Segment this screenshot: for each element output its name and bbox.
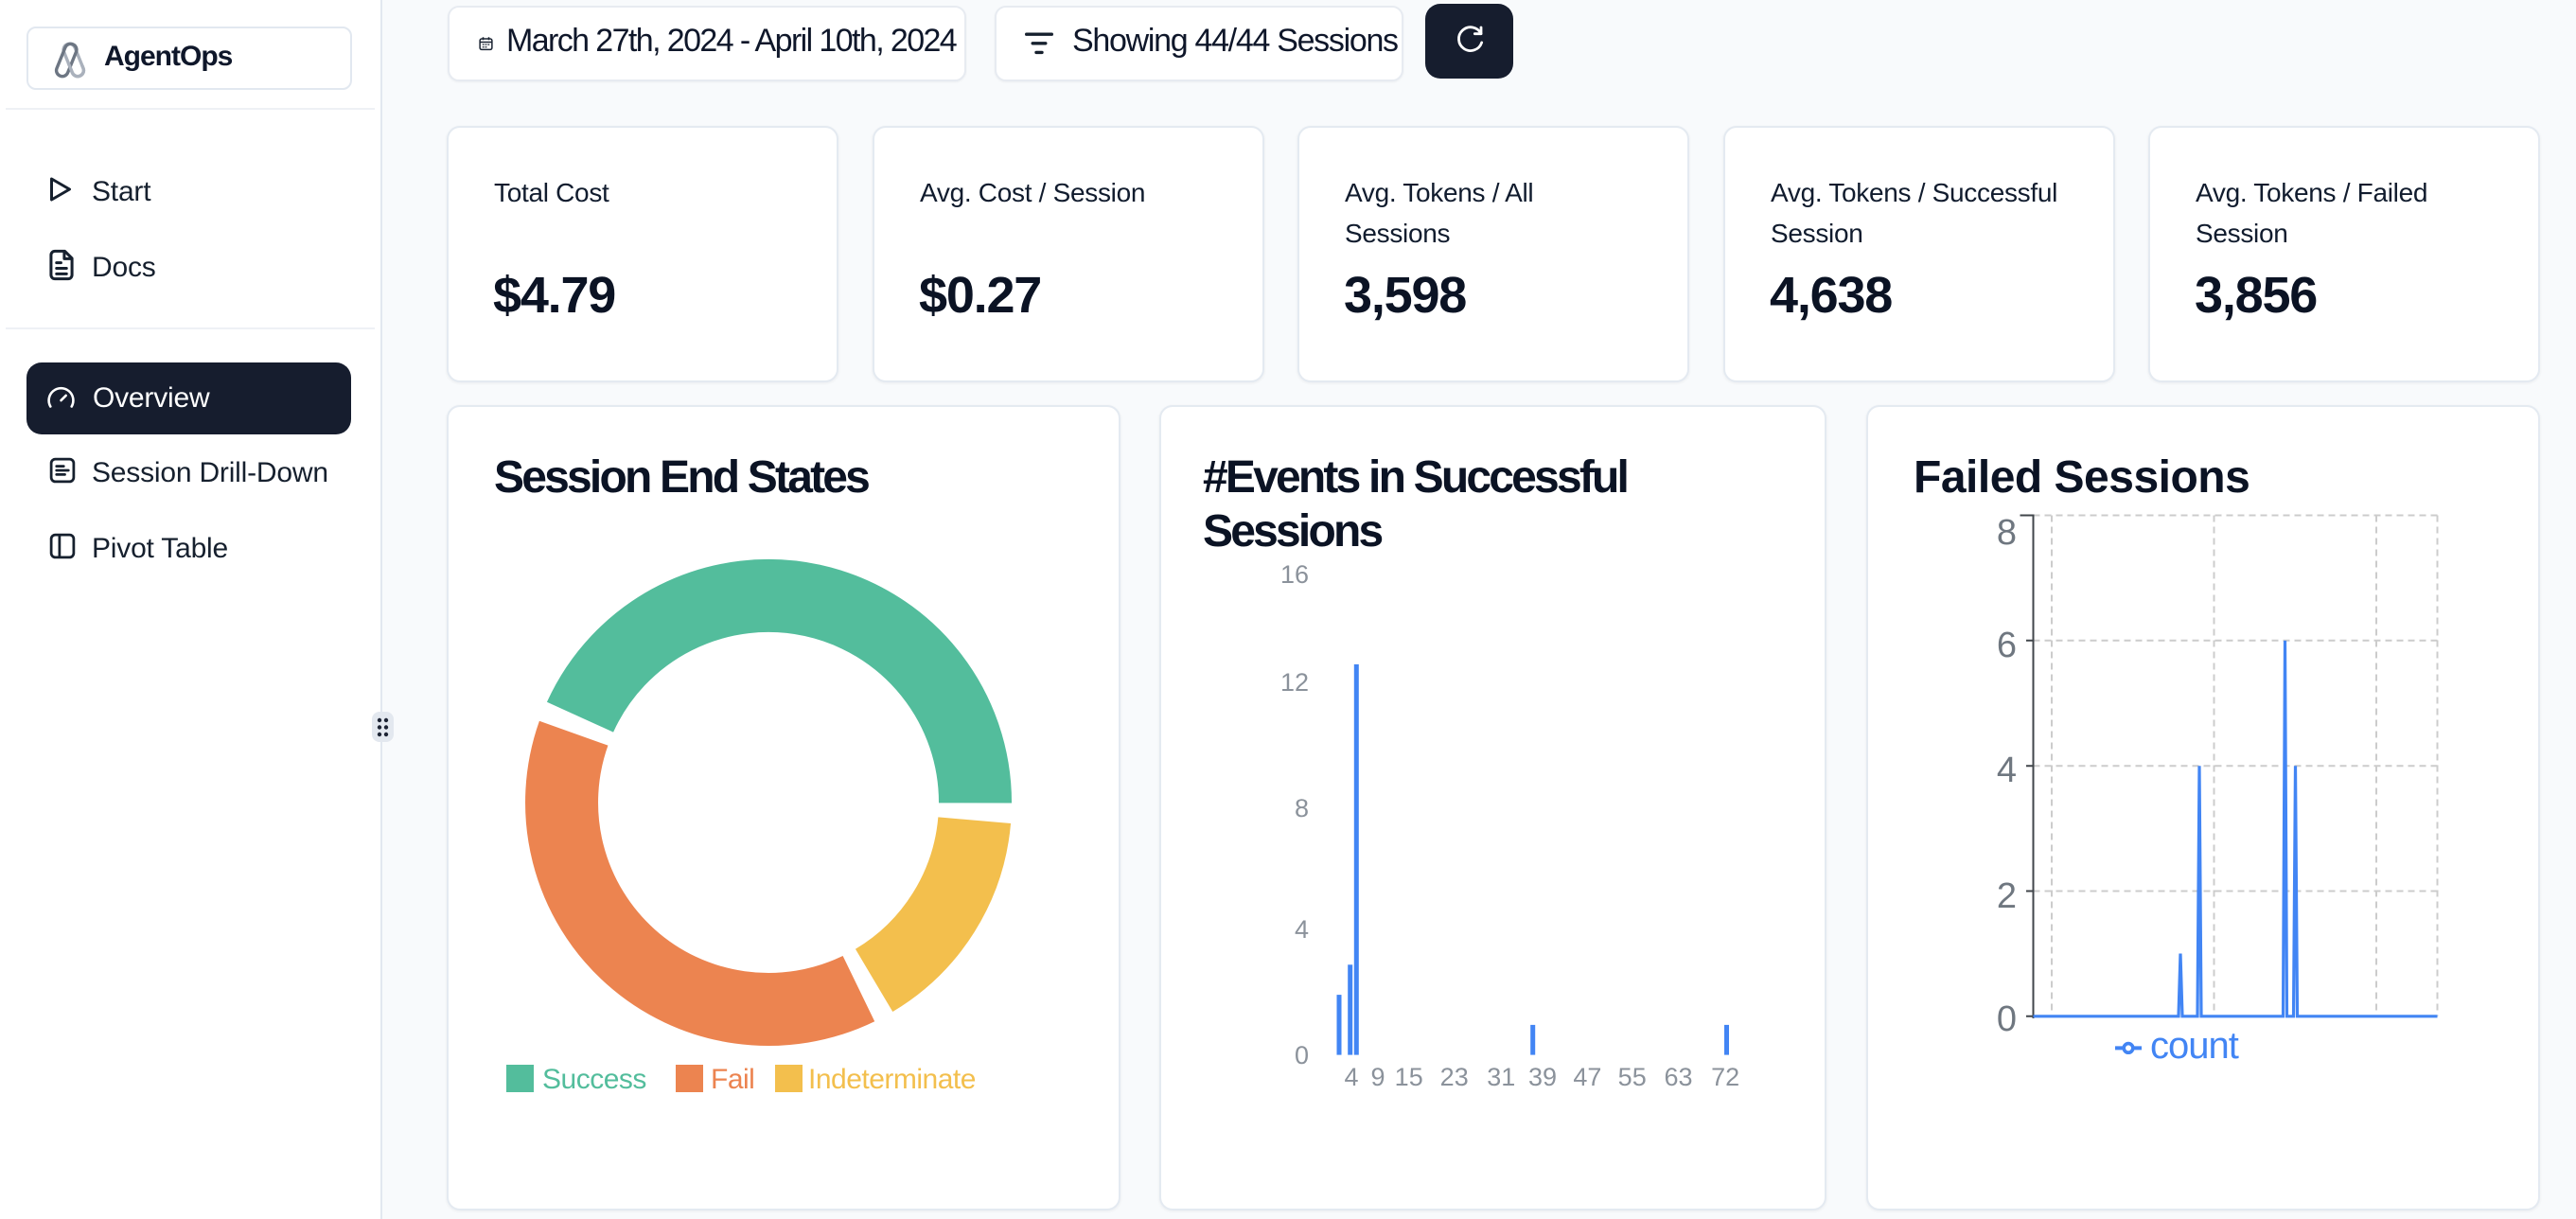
- svg-text:count: count: [2150, 1025, 2239, 1067]
- svg-text:9: 9: [1370, 1063, 1385, 1091]
- svg-text:39: 39: [1528, 1063, 1557, 1091]
- svg-text:0: 0: [1295, 1041, 1309, 1069]
- svg-text:63: 63: [1664, 1063, 1692, 1091]
- svg-text:Indeterminate: Indeterminate: [808, 1064, 976, 1095]
- svg-text:4: 4: [1295, 915, 1309, 944]
- svg-text:55: 55: [1618, 1063, 1647, 1091]
- svg-text:Fail: Fail: [711, 1064, 754, 1095]
- svg-text:8: 8: [1997, 513, 2017, 553]
- svg-text:0: 0: [1997, 999, 2017, 1039]
- svg-text:12: 12: [1280, 668, 1309, 697]
- svg-text:23: 23: [1440, 1063, 1469, 1091]
- svg-text:15: 15: [1395, 1063, 1423, 1091]
- svg-text:Success: Success: [542, 1064, 646, 1095]
- svg-text:4: 4: [1997, 751, 2017, 790]
- svg-text:47: 47: [1573, 1063, 1601, 1091]
- svg-text:6: 6: [1997, 626, 2017, 665]
- svg-text:4: 4: [1344, 1063, 1358, 1091]
- svg-text:2: 2: [1997, 876, 2017, 916]
- svg-text:72: 72: [1711, 1063, 1739, 1091]
- svg-text:16: 16: [1280, 560, 1309, 589]
- svg-text:8: 8: [1295, 794, 1309, 822]
- svg-text:31: 31: [1487, 1063, 1515, 1091]
